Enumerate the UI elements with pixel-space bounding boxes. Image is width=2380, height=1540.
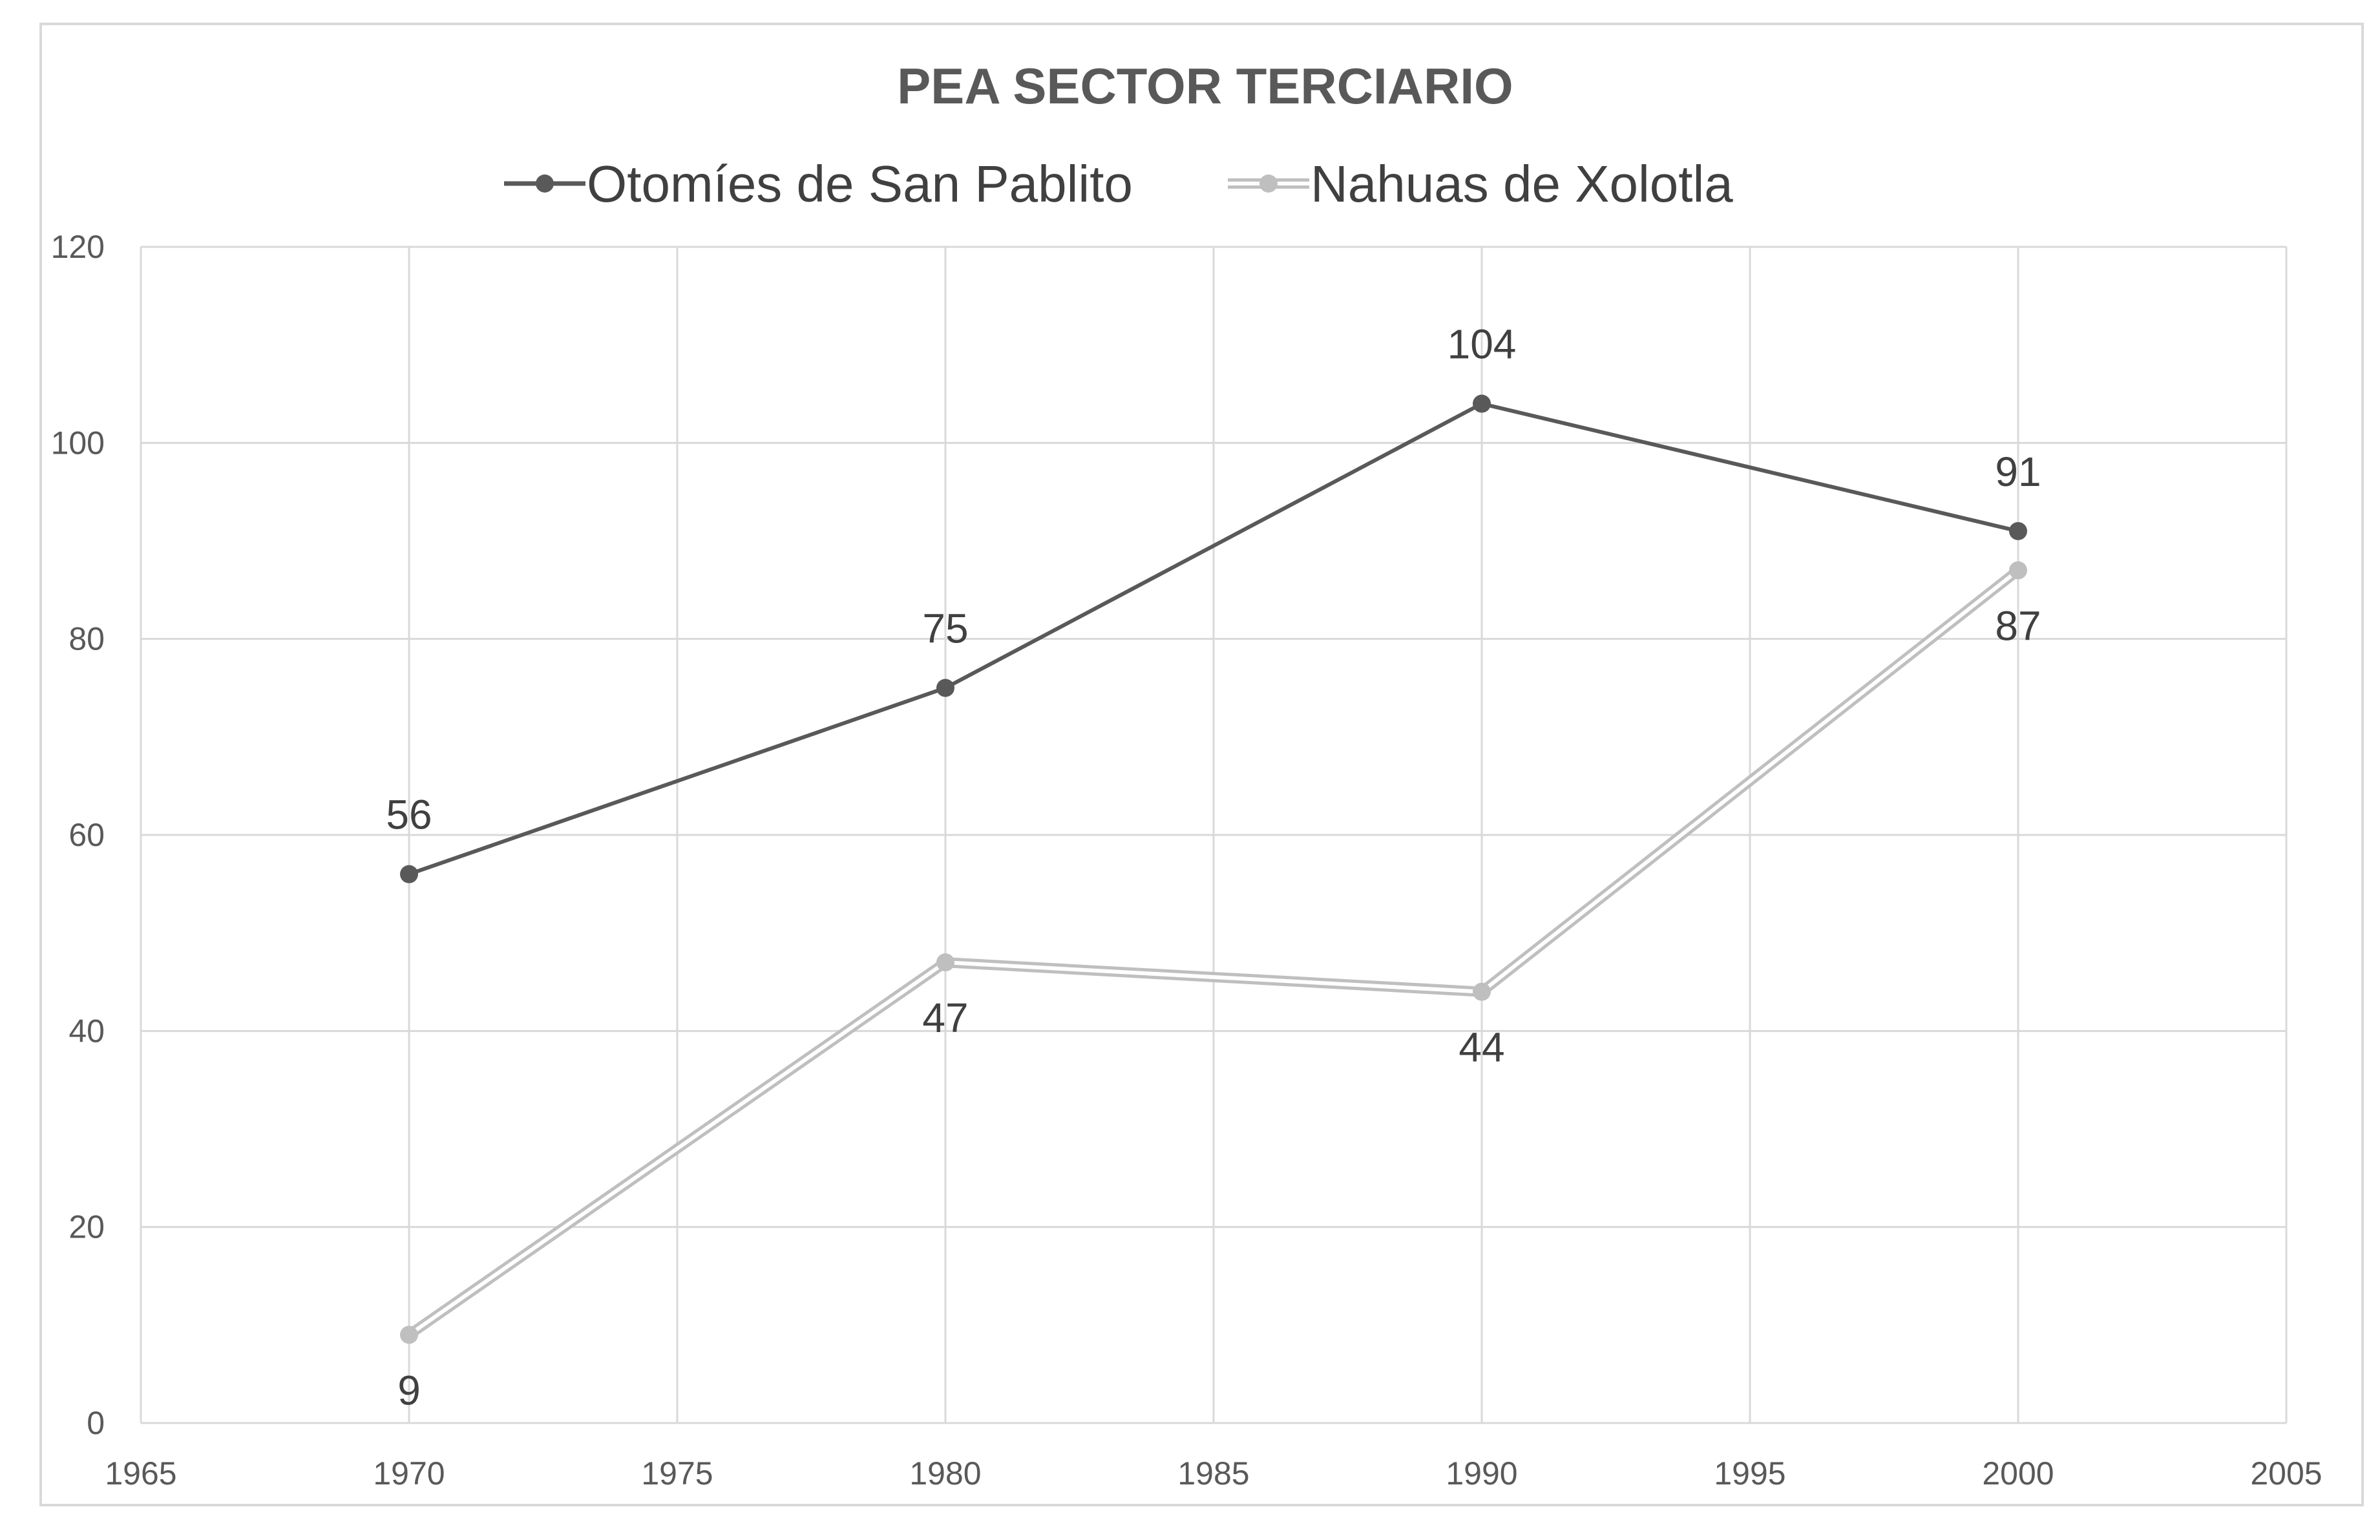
legend: Otomíes de San Pablito Nahuas de Xolotla [504,155,1733,213]
x-tick-label: 2000 [1982,1455,2054,1492]
data-point [400,1325,418,1344]
y-tick-label: 120 [51,229,105,265]
y-tick-label: 60 [68,817,105,853]
data-label: 47 [922,995,968,1041]
gridlines [140,246,2288,1424]
x-tick-label: 1965 [105,1455,176,1492]
x-axis-tick-labels: 1965 1970 1975 1980 1985 1990 1995 2000 2005 [105,1455,2322,1492]
chart-frame [39,23,2364,1506]
y-tick-label: 0 [87,1405,105,1441]
y-tick-label: 20 [68,1209,105,1245]
legend-marker [1259,174,1278,193]
x-tick-label: 1995 [1714,1455,1785,1492]
data-label: 75 [922,606,968,652]
data-point [2009,522,2027,540]
y-tick-label: 80 [68,621,105,657]
data-label: 9 [397,1367,421,1414]
data-label: 91 [1995,448,2041,495]
x-tick-label: 1990 [1446,1455,1517,1492]
data-point [936,679,954,697]
data-point [936,953,954,972]
legend-item-1: Otomíes de San Pablito [504,155,1133,213]
x-tick-label: 1985 [1177,1455,1249,1492]
data-point [400,865,418,883]
data-point [1473,394,1491,413]
legend-label: Nahuas de Xolotla [1311,155,1733,213]
data-label: 87 [1995,603,2041,649]
series-1 [400,394,2027,883]
series-line-inner [408,569,2019,1336]
x-tick-label: 1975 [641,1455,713,1492]
x-tick-label: 2005 [2250,1455,2322,1492]
data-label: 44 [1459,1024,1504,1071]
series-2 [400,561,2027,1344]
series-line [408,401,2019,876]
legend-label: Otomíes de San Pablito [587,155,1133,213]
legend-marker [536,174,554,193]
data-labels: 56 75 104 91 9 47 44 87 [386,321,2041,1414]
y-axis-tick-labels: 0 20 40 60 80 100 120 [51,229,105,1441]
x-tick-label: 1980 [909,1455,981,1492]
legend-item-2: Nahuas de Xolotla [1228,155,1733,213]
data-point [2009,561,2027,580]
chart-title: PEA SECTOR TERCIARIO [897,58,1513,114]
series-layer [400,394,2027,1344]
y-tick-label: 40 [68,1013,105,1049]
x-tick-label: 1970 [373,1455,445,1492]
data-label: 56 [386,792,432,838]
y-tick-label: 100 [51,425,105,461]
data-label: 104 [1448,321,1517,368]
data-point [1473,982,1491,1001]
